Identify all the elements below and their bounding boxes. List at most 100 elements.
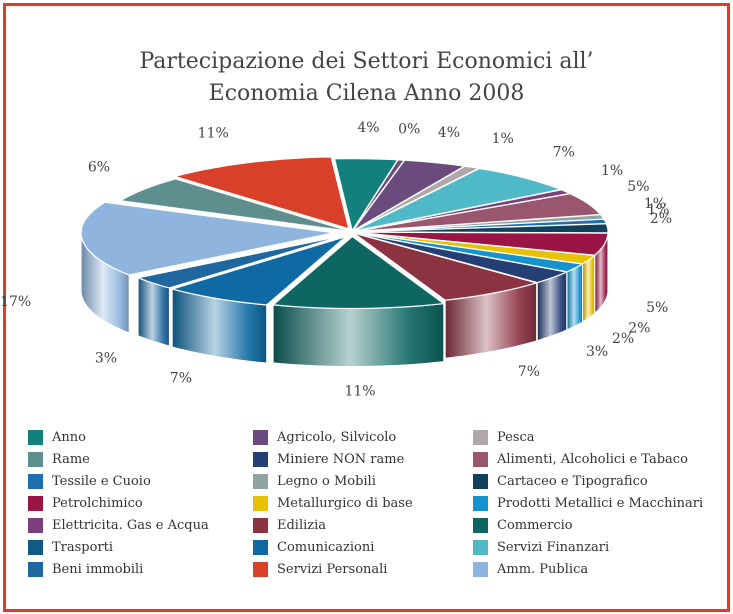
legend-label: Prodotti Metallici e Macchinari [497, 495, 704, 511]
legend-label: Tessile e Cuoio [52, 473, 151, 489]
legend-label: Alimenti, Alcoholici e Tabaco [497, 451, 688, 467]
pie-slice-label-2: 4% [438, 125, 460, 141]
pie-slice-2 [352, 159, 467, 232]
pie-slice-label-14: 7% [518, 364, 540, 380]
legend-label: Petrolchimico [52, 495, 143, 511]
pie-slice-label-3: 1% [492, 131, 514, 147]
pie-slice-label-8: 1% [647, 202, 669, 218]
pie-slice-label-20: 11% [198, 126, 229, 142]
legend-item: Servizi Personali [253, 558, 473, 580]
legend-swatch [28, 539, 43, 555]
pie-slice-label-13: 3% [586, 344, 608, 360]
legend-item: Miniere NON rame [253, 448, 473, 470]
pie-slice-label-15: 11% [344, 384, 375, 400]
legend-swatch [253, 473, 268, 489]
legend-swatch [253, 561, 268, 577]
pie-slice-label-4: 7% [553, 145, 575, 161]
pie-slice-side-13 [536, 271, 568, 342]
pie-slice-13 [354, 232, 569, 284]
legend-swatch [28, 451, 43, 467]
legend-swatch [253, 495, 268, 511]
pie-slice-label-6: 5% [627, 179, 649, 195]
pie-slice-4 [353, 167, 563, 232]
legend-swatch [28, 429, 43, 445]
legend-swatch [473, 495, 488, 511]
legend-label: Amm. Publica [497, 561, 589, 577]
pie-slice-label-10: 5% [646, 300, 668, 316]
legend-label: Commercio [497, 517, 573, 533]
legend-item: Commercio [473, 514, 728, 536]
legend-item: Edilizia [253, 514, 473, 536]
pie-slice-6 [354, 193, 602, 233]
legend-item: Legno o Mobili [253, 470, 473, 492]
pie-slice-12 [354, 232, 585, 273]
legend-item: Alimenti, Alcoholici e Tabaco [473, 448, 728, 470]
legend-label: Servizi Finanzari [497, 539, 610, 555]
pie-slice-label-1: 0% [398, 121, 420, 137]
legend-swatch [28, 561, 43, 577]
pie-slice-label-9: 2% [650, 211, 672, 227]
legend-swatch [473, 473, 488, 489]
pie-slice-label-0: 4% [357, 120, 379, 136]
pie-slice-16 [169, 236, 347, 306]
pie-slice-label-7: 1% [644, 196, 666, 212]
legend-label: Pesca [497, 429, 535, 445]
pie-slice-17 [135, 235, 344, 289]
legend-label: Beni immobili [52, 561, 144, 577]
pie-slice-0 [333, 158, 399, 233]
legend-item: Petrolchimico [28, 492, 253, 514]
legend-swatch [28, 473, 43, 489]
pie-slice-label-5: 1% [601, 163, 623, 179]
legend-swatch [473, 517, 488, 533]
legend-swatch [473, 539, 488, 555]
legend-swatch [473, 561, 488, 577]
legend-item: Prodotti Metallici e Macchinari [473, 492, 728, 514]
legend-item: Cartaceo e Tipografico [473, 470, 728, 492]
pie-slice-14 [353, 232, 539, 301]
legend-label: Rame [52, 451, 90, 467]
legend-item: Anno [28, 426, 253, 448]
legend-swatch [253, 517, 268, 533]
pie-slice-side-17 [137, 277, 170, 347]
chart-legend: Anno Agricolo, Silvicolo Pesca Rame Miniere … [28, 426, 728, 580]
legend-label: Elettricita. Gas e Acqua [52, 517, 209, 533]
legend-swatch [253, 539, 268, 555]
pie-slice-11 [354, 231, 597, 265]
legend-label: Agricolo, Silvicolo [277, 429, 397, 445]
pie-slice-15 [271, 235, 446, 310]
pie-slice-label-12: 2% [612, 331, 634, 347]
legend-item: Metallurgico di base [253, 492, 473, 514]
pie-slice-3 [353, 165, 481, 232]
pie-slice-9 [354, 223, 609, 234]
chart-title: Partecipazione dei Settori Economici all… [6, 46, 727, 110]
pie-slice-10 [354, 231, 609, 256]
pie-slice-side-15 [272, 303, 445, 367]
chart-title-line-1: Partecipazione dei Settori Economici all… [139, 49, 594, 74]
legend-label: Legno o Mobili [277, 473, 376, 489]
pie-slice-19 [118, 178, 350, 232]
legend-item: Comunicazioni [253, 536, 473, 558]
legend-swatch [28, 517, 43, 533]
legend-label: Edilizia [277, 517, 327, 533]
legend-swatch [473, 451, 488, 467]
legend-label: Comunicazioni [277, 539, 375, 555]
legend-item: Beni immobili [28, 558, 253, 580]
legend-item: Trasporti [28, 536, 253, 558]
legend-label: Anno [52, 429, 86, 445]
legend-item: Tessile e Cuoio [28, 470, 253, 492]
pie-slice-20 [172, 156, 350, 230]
legend-item: Servizi Finanzari [473, 536, 728, 558]
pie-slice-label-11: 2% [628, 320, 650, 336]
pie-slice-label-19: 6% [88, 160, 110, 176]
legend-swatch [253, 451, 268, 467]
legend-label: Cartaceo e Tipografico [497, 473, 648, 489]
pie-slice-label-17: 3% [95, 350, 117, 366]
pie-slice-label-16: 7% [170, 370, 192, 386]
legend-swatch [473, 429, 488, 445]
chart-title-line-2: Economia Cilena Anno 2008 [208, 81, 525, 106]
legend-swatch [28, 495, 43, 511]
legend-item: Amm. Publica [473, 558, 728, 580]
legend-item: Elettricita. Gas e Acqua [28, 514, 253, 536]
pie-slice-side-11 [582, 254, 596, 323]
